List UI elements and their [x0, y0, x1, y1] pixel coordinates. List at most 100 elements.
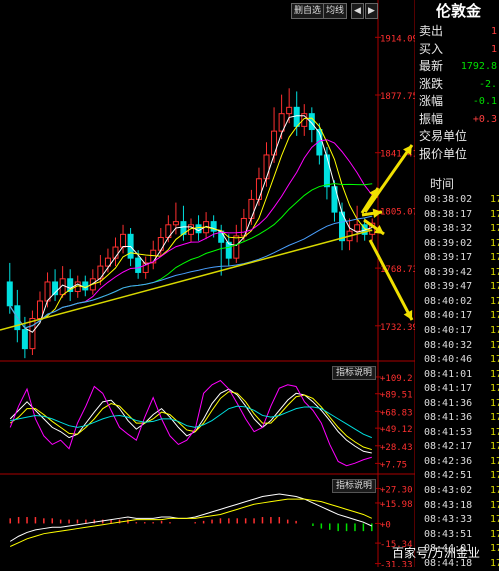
- tick-price: 17: [490, 310, 499, 322]
- tick-time: 08:44:18: [424, 557, 473, 569]
- tick-time: 08:40:46: [424, 354, 473, 366]
- next-icon[interactable]: ▶: [365, 3, 378, 19]
- tick-time: 08:38:02: [424, 194, 473, 205]
- ind1-tick-label: +89.51: [380, 391, 413, 401]
- ind2-tick-label: -31.33: [380, 561, 413, 567]
- tick-row: 08:39:47 17: [422, 279, 499, 294]
- price-tick-label: 1877.757: [380, 92, 423, 102]
- ind1-series-line: [10, 405, 372, 439]
- ind2-tick-label: +0: [380, 520, 391, 530]
- ma-line: [9, 215, 373, 329]
- quote-row: 最新 1792.8: [419, 58, 499, 75]
- candle-body: [286, 106, 293, 115]
- quote-panel: [415, 0, 499, 567]
- tick-price: 17: [490, 543, 499, 555]
- tick-row: 08:43:18 17: [422, 498, 499, 513]
- tick-time: 08:43:33: [424, 514, 473, 526]
- tick-time: 08:40:17: [424, 310, 473, 322]
- tick-row: 08:43:02 17: [422, 483, 499, 498]
- indicator-1-layer: [9, 379, 372, 467]
- quote-label: 交易单位: [419, 129, 468, 143]
- tick-price: 17: [490, 412, 499, 424]
- tick-time: 08:42:51: [424, 470, 473, 482]
- price-tick-label: 1732.395: [380, 323, 423, 333]
- tick-time: 08:40:17: [424, 324, 473, 336]
- candle-body: [82, 281, 89, 291]
- prev-icon[interactable]: ◀: [351, 3, 364, 19]
- candle-body: [293, 106, 300, 127]
- tick-time: 08:44:01: [424, 543, 473, 555]
- tick-price: 17: [490, 397, 499, 409]
- quote-row: 报价单位: [419, 146, 499, 163]
- tick-time: 08:39:02: [424, 237, 473, 249]
- delete-watchlist-button[interactable]: 删自选: [291, 3, 325, 19]
- tick-row: 08:44:18 17: [422, 556, 499, 571]
- candle-body: [263, 154, 270, 180]
- quote-label: 涨幅: [419, 94, 444, 108]
- tick-time: 08:40:02: [424, 295, 473, 307]
- watermark: 百家号/万洲金业: [392, 546, 481, 560]
- indicator-1-help[interactable]: 指标说明: [332, 366, 377, 380]
- tick-row: 08:39:17 17: [422, 250, 499, 265]
- candle-body: [120, 233, 127, 248]
- arrow-down-large: [368, 239, 414, 321]
- tick-price: 17: [490, 223, 499, 235]
- candle-body: [150, 249, 157, 264]
- arrow-up-small-head: [369, 188, 378, 198]
- quote-label: 最新: [419, 59, 444, 73]
- tick-price: 17: [490, 499, 499, 511]
- tick-time: 08:42:17: [424, 441, 473, 453]
- candle-body: [135, 257, 142, 273]
- tick-row: 08:40:46 17: [422, 352, 499, 367]
- tick-row: 08:42:36 17: [422, 454, 499, 469]
- candle-body: [278, 113, 285, 132]
- tick-price: 17: [490, 485, 499, 496]
- tick-price: 17: [490, 208, 499, 220]
- candle-body: [97, 265, 104, 280]
- tick-time: 08:39:42: [424, 266, 473, 278]
- tick-time: 08:41:53: [424, 426, 473, 438]
- candles-layer: [6, 88, 376, 359]
- ind1-tick-label: +28.43: [380, 443, 413, 453]
- moving-averages-layer: [9, 115, 373, 333]
- ind1-tick-label: +68.83: [380, 408, 413, 418]
- support-line: [0, 229, 373, 331]
- arrow-up-large-head: [403, 145, 412, 155]
- tick-row: 08:41:53 17: [422, 425, 499, 440]
- time-header: 时间: [430, 177, 455, 191]
- arrow-down-large-head: [403, 310, 413, 320]
- candle-body: [21, 329, 28, 350]
- tick-price: 17: [490, 354, 499, 366]
- tick-row: 08:41:36 17: [422, 410, 499, 425]
- candle-body: [225, 241, 232, 259]
- tick-time: 08:43:02: [424, 485, 473, 496]
- ind1-series-line: [9, 379, 372, 467]
- annotations-layer: [0, 144, 414, 331]
- tick-row: 08:38:17 17: [422, 207, 499, 222]
- quote-value: 1: [490, 26, 497, 37]
- candle-body: [354, 224, 361, 232]
- tick-time: 08:41:01: [424, 368, 473, 380]
- ma-button[interactable]: 均线: [323, 3, 348, 19]
- candle-body: [210, 221, 217, 232]
- arrow-up-large: [363, 144, 414, 213]
- ma-line: [9, 115, 373, 333]
- tick-row: 08:40:02 17: [422, 294, 499, 309]
- candle-body: [180, 221, 187, 235]
- ind1-series-line: [9, 388, 372, 454]
- tick-row: 08:43:51 17: [422, 527, 499, 542]
- quote-value: +0.3: [472, 113, 497, 125]
- indicator-2-help[interactable]: 指标说明: [332, 479, 377, 493]
- candle-body: [195, 224, 202, 234]
- quote-value: 1: [490, 43, 497, 55]
- tick-row: 08:41:01 17: [422, 367, 499, 382]
- ind2-tick-label: +15.98: [380, 500, 413, 510]
- tick-time: 08:39:17: [424, 252, 473, 264]
- tick-row: 08:38:02 17: [422, 192, 499, 207]
- arrow-right-small-head: [372, 208, 382, 219]
- arrow-down-small-head: [374, 225, 384, 234]
- candle-body: [67, 278, 74, 292]
- tick-row: 08:44:01 17: [422, 541, 499, 556]
- instrument-title: 伦敦金: [435, 2, 481, 20]
- ind1-series-line: [9, 391, 372, 451]
